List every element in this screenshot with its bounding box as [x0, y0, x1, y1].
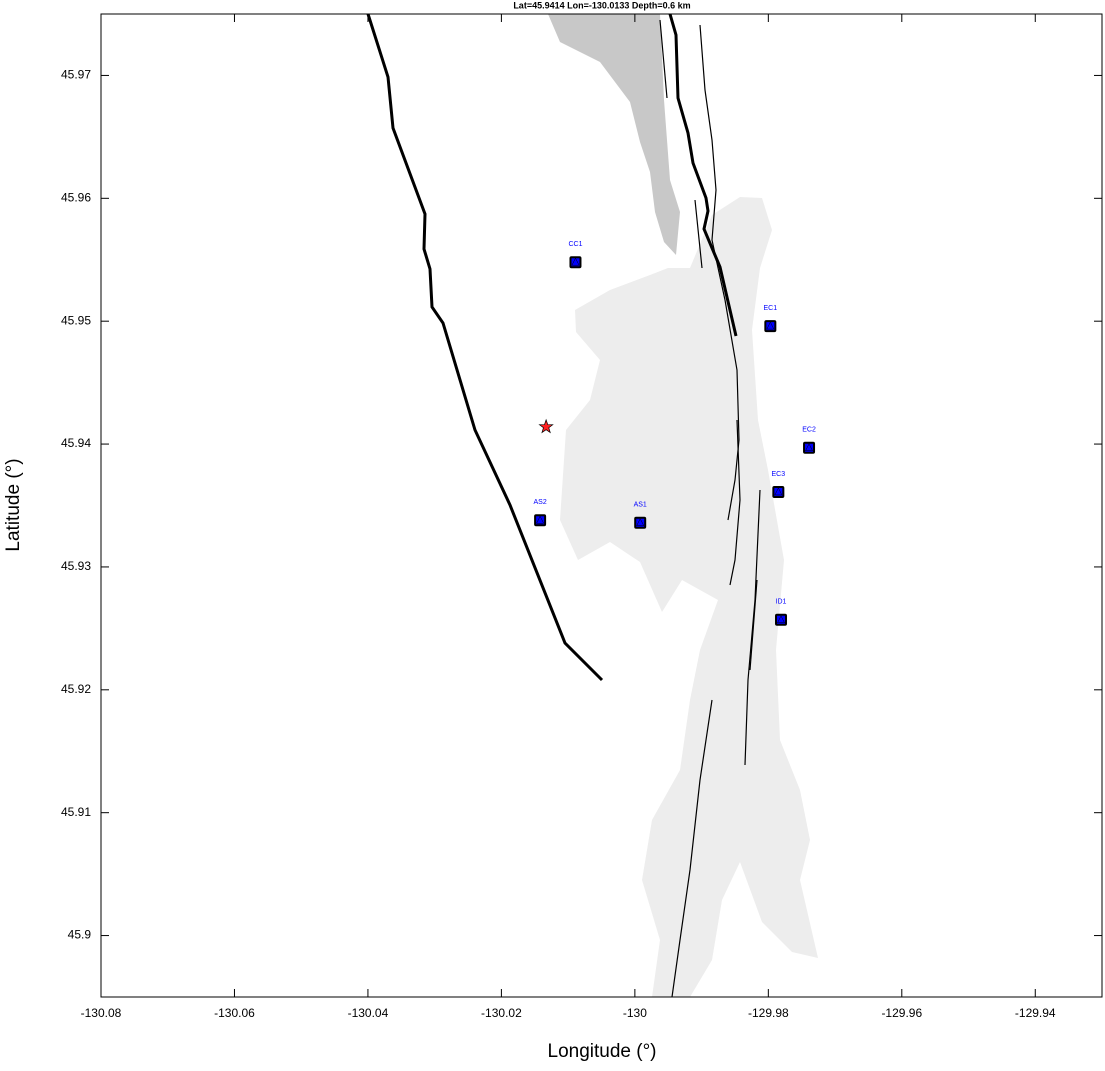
- y-tick-label: 45.96: [61, 190, 91, 204]
- thin-line: [671, 699, 713, 998]
- plot-frame: [100, 13, 1103, 998]
- station-triangle: [766, 321, 775, 330]
- thin-line: [749, 579, 758, 671]
- chart-title: Lat=45.9414 Lon=-130.0133 Depth=0.6 km: [513, 0, 690, 10]
- thick-line: [366, 13, 604, 682]
- station-label: AS1: [634, 502, 647, 509]
- station-label: EC3: [772, 471, 786, 478]
- x-tick-label: -130.02: [481, 1006, 522, 1020]
- x-tick-label: -130: [623, 1006, 647, 1020]
- station-triangle: [777, 615, 785, 624]
- station-label: CC1: [568, 241, 582, 248]
- y-tick-label: 45.93: [61, 559, 91, 573]
- y-tick-label: 45.92: [61, 682, 91, 696]
- station-triangle: [774, 487, 783, 496]
- station-label: ID1: [776, 599, 787, 606]
- thin-line: [694, 199, 703, 269]
- y-tick-label: 45.97: [61, 68, 91, 82]
- y-tick-label: 45.91: [61, 805, 91, 819]
- dark-region: [548, 14, 680, 255]
- thin-line: [659, 19, 668, 99]
- y-tick-label: 45.95: [61, 313, 91, 327]
- station-triangle: [636, 518, 645, 526]
- x-tick-label: -129.96: [881, 1006, 922, 1020]
- y-axis-label: Latitude (°): [3, 458, 24, 551]
- y-tick-label: 45.94: [61, 436, 91, 450]
- y-tick-label: 45.9: [68, 928, 92, 942]
- x-tick-label: -130.04: [348, 1006, 389, 1020]
- station-label: EC2: [802, 427, 816, 434]
- thin-line: [699, 24, 740, 521]
- light-region: [560, 197, 818, 997]
- x-tick-label: -130.08: [81, 1006, 122, 1020]
- epicenter-star: [538, 418, 554, 434]
- station-triangle: [571, 257, 580, 266]
- station-label: EC1: [764, 305, 778, 312]
- bathymetry: [548, 14, 818, 997]
- x-tick-label: -130.06: [214, 1006, 255, 1020]
- station-triangle: [536, 515, 545, 524]
- x-tick-label: -129.98: [748, 1006, 789, 1020]
- thin-line: [729, 419, 741, 586]
- x-tick-label: -129.94: [1015, 1006, 1056, 1020]
- station-label: AS2: [533, 499, 546, 506]
- x-axis-label: Longitude (°): [548, 1041, 657, 1062]
- thin-line: [744, 489, 761, 766]
- thick-line: [668, 13, 738, 337]
- station-triangle: [805, 443, 813, 451]
- faults: [366, 13, 761, 998]
